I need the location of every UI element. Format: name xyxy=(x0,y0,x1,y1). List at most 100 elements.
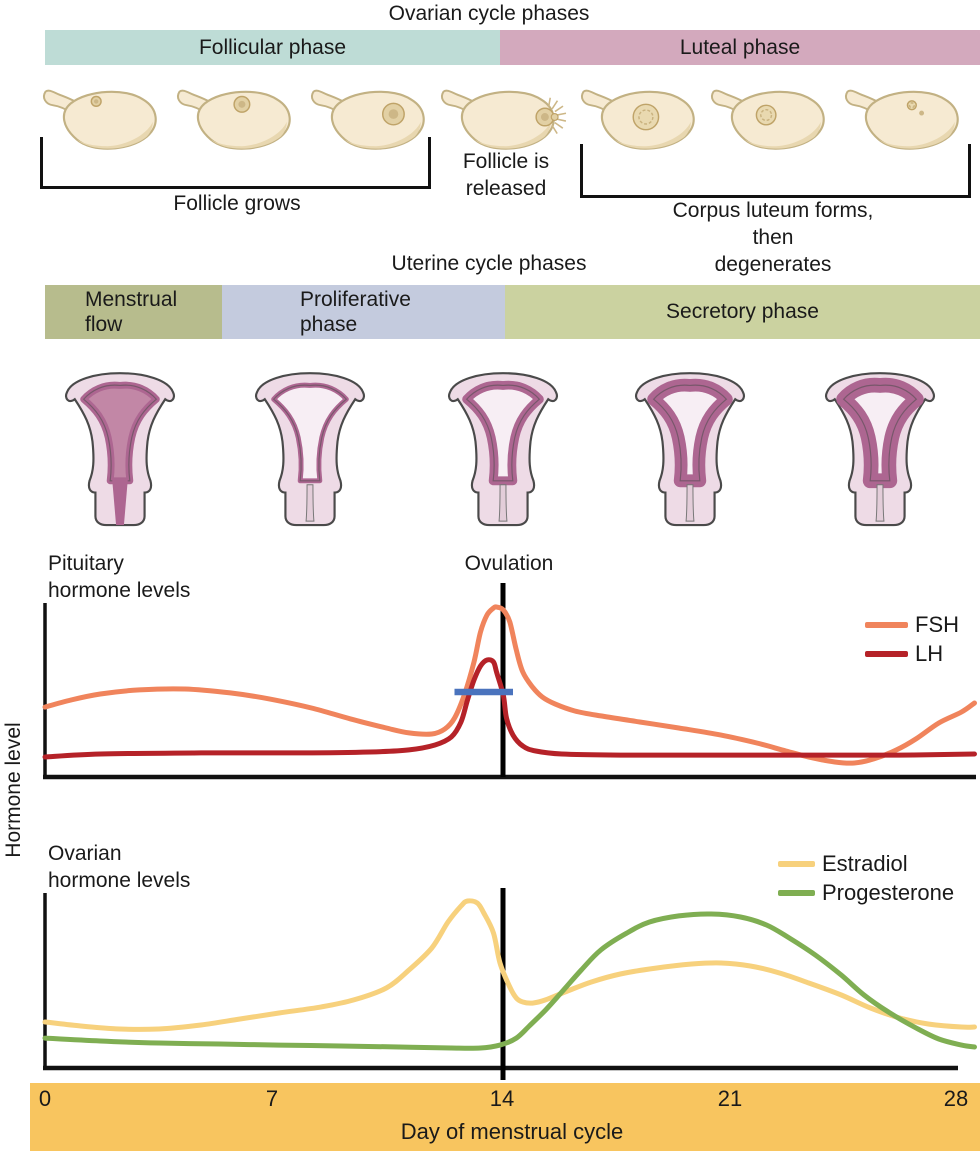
corpus-luteum xyxy=(632,103,660,131)
day-tick-0: 0 xyxy=(38,1086,52,1111)
uterus-illustration-secretory xyxy=(635,372,745,527)
ovarian-cycle-title: Ovarian cycle phases xyxy=(388,2,590,25)
menstrual-flow-column xyxy=(112,478,128,526)
lh-legend-item: LH xyxy=(865,641,943,667)
ovary-shading xyxy=(76,121,153,149)
estradiol-legend-label: Estradiol xyxy=(822,851,908,876)
ovary-illustration-corpus-luteum-degenerated xyxy=(845,89,959,150)
ovulation-label: Ovulation xyxy=(464,552,554,575)
oocyte xyxy=(540,113,549,121)
follicular-phase-segment: Follicular phase xyxy=(45,30,500,65)
secretory-phase-segment: Secretory phase xyxy=(505,285,980,339)
day-tick-14: 14 xyxy=(489,1086,515,1111)
cavity-outline xyxy=(465,384,541,482)
fsh-legend-swatch xyxy=(865,622,908,628)
cavity-outline xyxy=(272,384,348,482)
ovary-shading xyxy=(878,121,955,149)
progesterone-legend-swatch xyxy=(778,890,815,896)
day-axis-band: 0 7 14 21 28 Day of menstrual cycle xyxy=(30,1083,980,1151)
ovary-illustration-corpus-luteum-forms xyxy=(581,89,695,150)
corpus-luteum-line1: Corpus luteum forms, then xyxy=(672,199,874,249)
estradiol-curve xyxy=(42,898,977,1032)
fsh-curve xyxy=(42,604,977,766)
lh-legend-label: LH xyxy=(915,641,944,666)
menstrual-flow-line2: flow xyxy=(85,313,123,336)
follicle-released-line1: Follicle is xyxy=(462,150,550,173)
fsh-legend-label: FSH xyxy=(915,612,959,637)
uterine-cycle-title: Uterine cycle phases xyxy=(391,252,587,275)
follicle-release-burst xyxy=(547,97,567,134)
ovarian-hormone-chart xyxy=(42,888,977,1080)
ovarian-chart-title: Ovarian hormone levels xyxy=(48,840,190,894)
pituitary-hormone-chart xyxy=(42,583,977,780)
oocyte xyxy=(238,100,246,108)
cervical-canal xyxy=(685,484,695,522)
progesterone-legend-label: Progesterone xyxy=(822,880,955,905)
uterus-illustration-menstrual xyxy=(65,372,175,527)
uterus-illustration-late-proliferative xyxy=(448,372,558,527)
cervical-canal xyxy=(305,484,315,522)
menstrual-flow-line1: Menstrual xyxy=(85,288,178,311)
proliferative-phase-line2: phase xyxy=(300,313,358,336)
follicle-released-line2: released xyxy=(465,177,547,200)
corpus-luteum-bracket xyxy=(580,144,971,198)
estradiol-legend-item: Estradiol xyxy=(778,851,908,877)
day-tick-21: 21 xyxy=(717,1086,743,1111)
cervical-canal xyxy=(875,484,885,522)
ovary-body xyxy=(864,90,959,150)
oocyte xyxy=(388,109,399,119)
fsh-legend-item: FSH xyxy=(865,612,959,638)
uterine-phase-band: Menstrual flow Proliferative phase Secre… xyxy=(45,285,980,339)
day-tick-7: 7 xyxy=(265,1086,279,1111)
corpus-luteum-texture xyxy=(638,109,654,125)
ovary-illustration-growing-follicle xyxy=(177,89,291,150)
menstrual-flow-segment: Menstrual flow xyxy=(45,285,222,339)
pituitary-title-line2: hormone levels xyxy=(48,579,191,602)
ovary-illustration-corpus-luteum xyxy=(711,89,825,150)
ovary-illustration-primary-follicle xyxy=(43,89,157,150)
ovary-shading xyxy=(614,121,691,149)
degenerated-speck xyxy=(919,110,925,116)
progesterone-curve xyxy=(42,911,977,1051)
ovarian-phase-band: Follicular phase Luteal phase xyxy=(45,30,980,65)
lh-curve xyxy=(42,657,977,760)
ovary-illustration-mature-follicle xyxy=(311,89,425,150)
luteal-phase-segment: Luteal phase xyxy=(500,30,980,65)
day-axis-label: Day of menstrual cycle xyxy=(400,1119,624,1144)
follicle-released-label: Follicle is released xyxy=(463,148,549,202)
progesterone-legend-item: Progesterone xyxy=(778,880,954,906)
ovarian-title-line2: hormone levels xyxy=(48,869,191,892)
proliferative-phase-segment: Proliferative phase xyxy=(222,285,505,339)
corpus-luteum-label: Corpus luteum forms, then degenerates xyxy=(670,197,877,278)
cervical-canal xyxy=(498,484,508,522)
oocyte xyxy=(94,99,99,104)
ovary-illustration-follicle-released xyxy=(441,89,567,150)
follicle-grows-bracket xyxy=(40,137,431,189)
ovarian-title-line1: Ovarian xyxy=(48,842,122,865)
corpus-luteum-texture xyxy=(760,108,773,122)
cavity-outline xyxy=(652,384,728,482)
cavity-outline xyxy=(842,384,918,482)
corpus-luteum-line2: degenerates xyxy=(714,253,832,276)
secretory-phase-label: Secretory phase xyxy=(666,300,819,323)
corpus-luteum xyxy=(755,104,777,126)
ovary-shading xyxy=(744,121,821,149)
uterus-illustration-late-secretory xyxy=(825,372,935,527)
ovary-body xyxy=(730,90,825,150)
uterus-illustration-early-proliferative xyxy=(255,372,365,527)
lh-legend-swatch xyxy=(865,651,908,657)
ovary-shading xyxy=(344,121,421,149)
pituitary-title-line1: Pituitary xyxy=(48,552,124,575)
corpus-luteum-texture xyxy=(908,102,915,109)
day-tick-28: 28 xyxy=(943,1086,969,1111)
ovary-shading xyxy=(474,121,551,149)
follicular-phase-label: Follicular phase xyxy=(198,35,347,59)
ovary-body xyxy=(460,90,555,150)
luteal-phase-label: Luteal phase xyxy=(679,35,801,59)
released-oocyte xyxy=(550,113,559,121)
estradiol-legend-swatch xyxy=(778,861,815,867)
pituitary-chart-title: Pituitary hormone levels xyxy=(48,550,190,604)
follicle-grows-label: Follicle grows xyxy=(173,192,301,215)
proliferative-phase-line1: Proliferative xyxy=(300,288,411,311)
